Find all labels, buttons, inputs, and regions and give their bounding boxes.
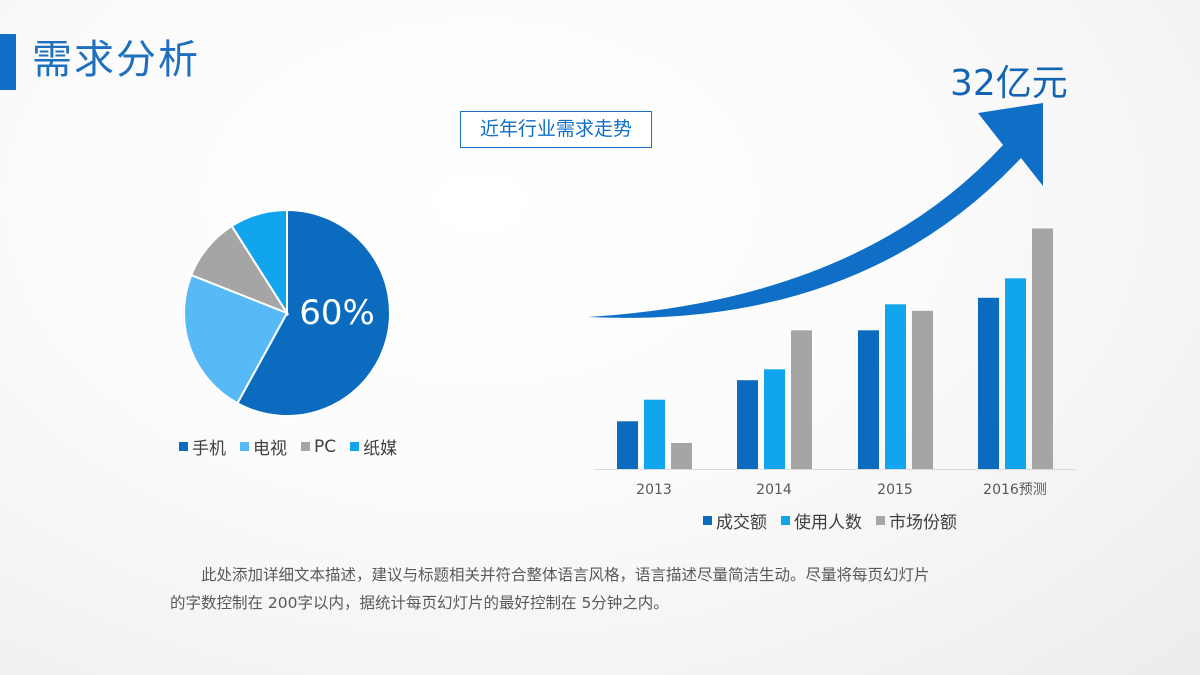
legend-label: 电视 <box>253 439 287 459</box>
legend-swatch <box>781 516 790 525</box>
description-text: 此处添加详细文本描述，建议与标题相关并符合整体语言风格，语言描述尽量简洁生动。尽… <box>170 561 1050 617</box>
title-accent-bar <box>0 34 16 90</box>
page-title: 需求分析 <box>32 37 200 83</box>
legend-label: 纸媒 <box>363 439 398 459</box>
legend-swatch <box>179 442 188 451</box>
legend-label: 使用人数 <box>794 513 862 533</box>
bar-legend-item: 使用人数 <box>781 508 862 533</box>
legend-swatch <box>876 516 885 525</box>
bar-使用人数-2016预测 <box>1005 278 1026 469</box>
bar-使用人数-2015 <box>885 304 906 469</box>
pie-legend-item: 电视 <box>240 434 287 459</box>
bar-legend-item: 市场份额 <box>876 508 957 533</box>
x-tick-label: 2014 <box>756 482 792 498</box>
legend-swatch <box>703 516 712 525</box>
x-tick-label: 2013 <box>636 482 672 498</box>
legend-label: 手机 <box>192 439 226 459</box>
pie-chart: 60% <box>183 208 391 417</box>
pie-data-label: 60% <box>299 293 375 333</box>
bar-使用人数-2013 <box>644 399 665 469</box>
pie-legend: 手机 电视 PC 纸媒 <box>179 434 411 459</box>
description-line-2: 的字数控制在 200字以内，据统计每页幻灯片的最好控制在 5分钟之内。 <box>170 594 669 612</box>
bar-市场份额-2016预测 <box>1032 228 1053 469</box>
bar-legend-item: 成交额 <box>703 508 767 533</box>
legend-swatch <box>350 442 360 451</box>
pie-slice-纸媒 <box>230 208 288 317</box>
pie-slice-电视 <box>183 273 289 405</box>
pie-legend-item: 手机 <box>179 434 226 459</box>
x-tick-label: 2016预测 <box>983 482 1047 498</box>
pie-legend-item: PC <box>301 437 336 457</box>
growth-amount-label: 32亿元 <box>950 63 1068 104</box>
legend-label: PC <box>314 436 337 457</box>
legend-label: 市场份额 <box>889 513 957 533</box>
pie-slice-手机 <box>236 208 391 417</box>
bar-市场份额-2015 <box>912 310 933 469</box>
chart-caption-box: 近年行业需求走势 <box>460 111 652 148</box>
bar-chart: 2013 2014 2015 2016预测 <box>594 228 1075 498</box>
growth-arrow <box>588 103 1043 318</box>
bar-市场份额-2014 <box>791 330 812 469</box>
bar-成交额-2016预测 <box>978 297 999 469</box>
legend-label: 成交额 <box>716 513 767 533</box>
bar-成交额-2013 <box>617 421 638 469</box>
bar-使用人数-2014 <box>764 369 785 469</box>
description-line-1: 此处添加详细文本描述，建议与标题相关并符合整体语言风格，语言描述尽量简洁生动。尽… <box>201 566 930 584</box>
bar-legend: 成交额 使用人数 市场份额 <box>703 508 971 533</box>
bar-成交额-2014 <box>737 380 758 469</box>
bar-市场份额-2013 <box>671 443 692 469</box>
legend-swatch <box>301 442 310 451</box>
pie-legend-item: 纸媒 <box>350 434 397 459</box>
x-tick-label: 2015 <box>877 482 913 498</box>
legend-swatch <box>240 442 249 451</box>
bar-成交额-2015 <box>858 330 879 469</box>
